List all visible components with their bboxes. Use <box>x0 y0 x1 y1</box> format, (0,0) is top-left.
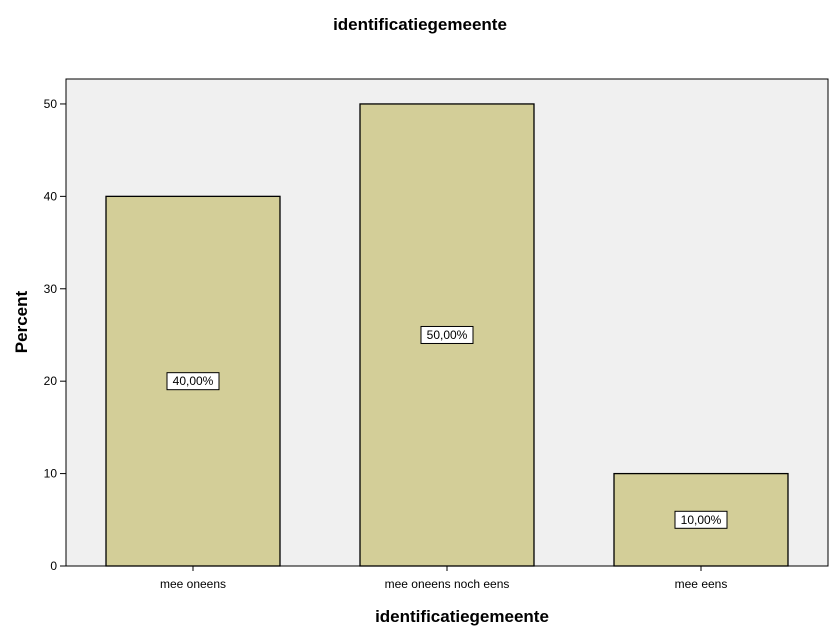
svg-text:50,00%: 50,00% <box>427 328 468 342</box>
y-axis-title: Percent <box>12 290 31 353</box>
data-labels-group: 40,00% 50,00% 10,00% <box>166 325 728 529</box>
y-tick-label: 50 <box>44 97 58 111</box>
svg-text:40,00%: 40,00% <box>173 374 214 388</box>
data-label-mee-eens: 10,00% <box>674 510 728 529</box>
x-tick-label: mee oneens <box>160 577 226 591</box>
svg-text:10,00%: 10,00% <box>681 513 722 527</box>
x-tick-label: mee eens <box>675 577 728 591</box>
chart-title: identificatiegemeente <box>333 15 507 34</box>
x-axis: mee oneens mee oneens noch eens mee eens <box>160 566 727 591</box>
x-axis-title: identificatiegemeente <box>375 607 549 626</box>
y-tick-label: 0 <box>50 559 57 573</box>
data-label-mee-oneens: 40,00% <box>166 372 220 391</box>
y-tick-label: 10 <box>44 467 58 481</box>
y-tick-label: 20 <box>44 374 58 388</box>
x-tick-label: mee oneens noch eens <box>385 577 510 591</box>
y-tick-label: 30 <box>44 282 58 296</box>
data-label-mee-oneens-noch-eens: 50,00% <box>420 325 474 344</box>
y-axis: 0 10 20 30 40 50 <box>44 97 66 573</box>
y-tick-label: 40 <box>44 189 58 203</box>
